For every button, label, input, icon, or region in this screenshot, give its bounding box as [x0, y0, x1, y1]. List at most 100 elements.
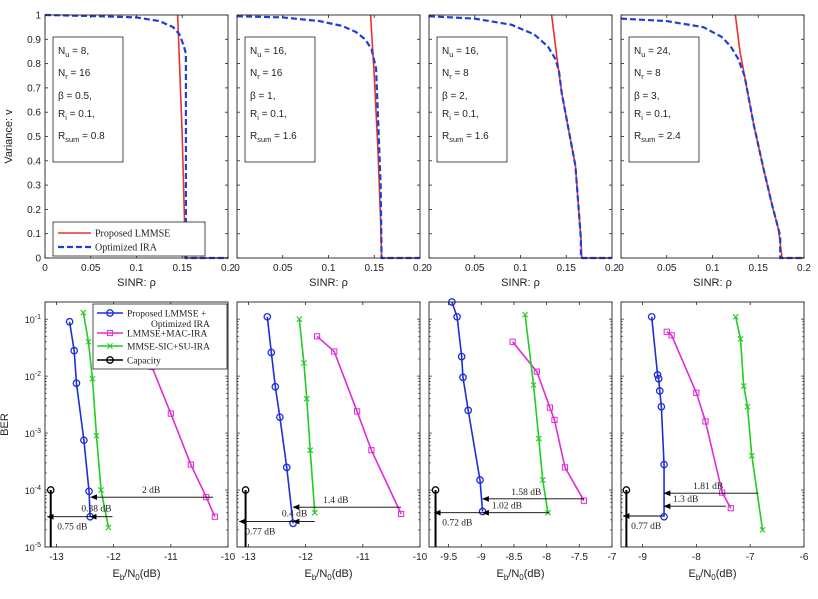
x-tick-label: 0.2: [221, 263, 235, 274]
params-line: Nr = 16: [250, 68, 283, 81]
series-lmmse-mac-ira-point: [509, 338, 516, 345]
gap-label: 0.77 dB: [245, 528, 275, 538]
series-proposed-lmmse-line: [550, 14, 612, 259]
x-axis-label: SINR: ρ: [693, 277, 732, 289]
axes-frame: [44, 301, 229, 548]
series-proposed-lmmse-optimized-ira-point: [263, 312, 272, 321]
series-proposed-lmmse-optimized-ira-line: [266, 316, 294, 524]
series-proposed-lmmse-optimized-ira-point: [85, 487, 93, 496]
series-mmse-sic-su-ira-point: [522, 311, 529, 318]
series-lmmse-mac-ira-point: [546, 404, 554, 411]
series-proposed-lmmse-optimized-ira-point: [65, 317, 74, 326]
gap-label: 1.81 dB: [693, 482, 723, 492]
series-mmse-sic-su-ira-line: [82, 312, 110, 528]
legend-label-cont: Optimized IRA: [151, 320, 210, 330]
x-tick-label: 0.05: [273, 263, 293, 274]
legend-label: Proposed LMMSE: [95, 229, 170, 240]
series-lmmse-mac-ira-point: [353, 408, 361, 415]
series-proposed-lmmse-line: [369, 14, 420, 259]
x-tick-label: 0.05: [81, 263, 101, 274]
subplot-top-3: 0 0.05 0.1 0.15 0.2 SINR: ρ Nu = 16, Nr = 8 β = …: [426, 14, 619, 289]
x-tick-label: 0.1: [322, 263, 336, 274]
x-axis-label: Eb/N0(dB): [496, 568, 544, 582]
series-capacity-point: [241, 486, 250, 494]
subplot-bottom-4: 1.81 dB 1.3 dB 0.77 dB -9 -8 -7 -6 Eb/N0(dB): [620, 301, 809, 582]
y-tick-label: 0: [35, 254, 41, 265]
params-line: Ri = 0.1,: [58, 109, 95, 122]
params-line: β = 3,: [634, 91, 660, 102]
subplot-top-2: 0 0.05 0.1 0.15 0.2 SINR: ρ Nu = 16, Nr = 16 β =…: [234, 14, 427, 289]
series-proposed-lmmse-optimized-ira-point: [653, 371, 662, 379]
series-lmmse-mac-ira-point: [187, 461, 194, 468]
axes-frame: [428, 14, 613, 259]
legend-marker: [106, 356, 114, 364]
x-tick-label: 0: [42, 263, 48, 274]
series-mmse-sic-su-ira-point: [307, 447, 314, 454]
x-axis-label: Eb/N0(dB): [688, 568, 736, 582]
x-tick-label: 0.15: [365, 263, 385, 274]
series-mmse-sic-su-ira-point: [303, 395, 310, 402]
legend-box: [92, 303, 228, 370]
y-tick-label: 0.9: [27, 35, 41, 46]
subplot-top-4: 0 0.05 0.1 0.15 0.2 SINR: ρ Nu = 24, Nr = 8 β = …: [618, 14, 811, 289]
series-mmse-sic-su-ira-point: [89, 375, 96, 382]
plot-area: [428, 14, 612, 260]
series-lmmse-mac-ira-point: [663, 328, 670, 335]
legend-marker: [106, 309, 114, 317]
params-line: Nr = 8: [634, 68, 661, 81]
x-tick-label: 0.15: [173, 263, 193, 274]
series-lmmse-mac-ira-point: [561, 464, 569, 471]
legend-label: Optimized IRA: [95, 243, 158, 254]
gap-label: 2 dB: [142, 486, 160, 496]
y-tick-label: 0.2: [27, 205, 41, 216]
y-tick-label: 10-4: [25, 485, 41, 496]
series-proposed-lmmse-optimized-ira-point: [72, 379, 81, 388]
series-optimized-ira-line: [44, 13, 228, 260]
x-tick-label: -9.5: [440, 552, 458, 563]
y-tick-label: 0.3: [27, 181, 41, 192]
x-tick-label: 0.2: [605, 263, 619, 274]
x-tick-label: -7: [746, 552, 755, 563]
series-proposed-lmmse-optimized-ira-point: [80, 436, 88, 445]
params-line: Rsum = 0.8: [58, 131, 105, 144]
y-axis-label: BER: [0, 413, 11, 436]
x-axis-label: SINR: ρ: [117, 277, 156, 289]
params-line: Rsum = 1.6: [442, 131, 489, 144]
gap-label: 0.38 dB: [81, 505, 111, 515]
y-tick-label: 0.5: [27, 132, 41, 143]
legend-label: Proposed LMMSE +: [127, 310, 206, 320]
legend-label: Capacity: [127, 357, 161, 367]
series-proposed-lmmse-optimized-ira-point: [271, 382, 280, 391]
gap-label: 1.4 dB: [323, 496, 348, 506]
x-tick-label: 0.15: [749, 263, 769, 274]
series-proposed-lmmse-optimized-ira-point: [457, 352, 466, 361]
subplot-top-1: 0 0.05 0.1 0.15 0.2 0 0.1 0.2 0.3 0.4 0.5 0.6 0.7 0.8…: [3, 11, 235, 290]
x-tick-label: 0.1: [130, 263, 144, 274]
series-mmse-sic-su-ira-point: [296, 316, 303, 323]
series-lmmse-mac-ira-line: [512, 341, 585, 502]
series-proposed-lmmse-optimized-ira-point: [647, 312, 656, 321]
plot-area: 1.81 dB 1.3 dB 0.77 dB: [622, 312, 766, 547]
series-mmse-sic-su-ira-point: [530, 381, 537, 388]
axes-frame: [236, 14, 421, 259]
series-proposed-lmmse-optimized-ira-point: [660, 512, 668, 521]
x-tick-label: -10: [413, 552, 428, 563]
y-tick-label: 10-3: [25, 428, 41, 439]
series-proposed-lmmse-optimized-ira-point: [453, 312, 461, 321]
axes-frame: [620, 14, 805, 259]
params-box: [628, 36, 700, 163]
x-tick-label: -13: [49, 552, 64, 563]
x-tick-label: -9: [477, 552, 486, 563]
gap-label: 0.4 dB: [282, 510, 307, 520]
series-mmse-sic-su-ira-point: [535, 435, 542, 442]
x-axis-label: SINR: ρ: [309, 277, 348, 289]
series-proposed-lmmse-optimized-ira-point: [70, 346, 79, 355]
params-line: β = 0.5,: [58, 91, 92, 102]
params-line: β = 2,: [442, 91, 468, 102]
series-mmse-sic-su-ira-line: [298, 319, 316, 513]
series-mmse-sic-su-ira-point: [98, 487, 105, 494]
y-axis-label: Variance: v: [3, 109, 15, 164]
x-tick-label: 0: [426, 263, 432, 274]
gap-label: 1.3 dB: [673, 495, 698, 505]
params-line: Nu = 16,: [442, 46, 479, 59]
